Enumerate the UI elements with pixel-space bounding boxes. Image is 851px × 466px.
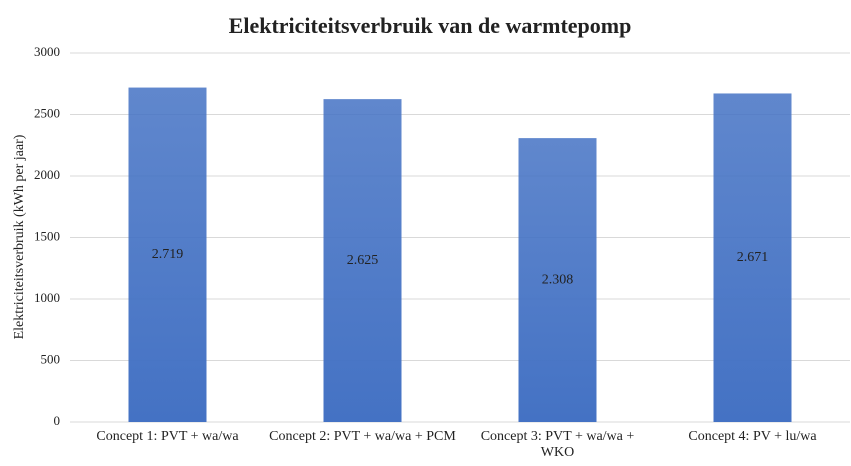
data-label: 2.308 (542, 272, 574, 287)
y-axis-label: Elektriciteitsverbruik (kWh per jaar) (12, 134, 27, 339)
data-label: 2.671 (737, 250, 769, 265)
y-tick-label: 1500 (34, 228, 60, 243)
chart-title: Elektriciteitsverbruik van de warmtepomp (229, 13, 632, 38)
x-tick-label: Concept 3: PVT + wa/wa + WKO (480, 429, 635, 460)
y-tick-label: 2000 (34, 167, 60, 182)
y-tick-label: 1000 (34, 290, 60, 305)
y-tick-label: 500 (41, 351, 61, 366)
y-tick-label: 2500 (34, 105, 60, 120)
data-label: 2.625 (347, 253, 379, 268)
bar (128, 87, 207, 423)
x-tick-label: Concept 4: PV + lu/wa (688, 429, 817, 444)
y-tick-label: 3000 (34, 44, 60, 59)
data-label: 2.719 (152, 247, 184, 262)
bar (713, 93, 792, 422)
y-tick-label: 0 (54, 413, 61, 428)
x-tick-label: Concept 1: PVT + wa/wa (96, 429, 239, 444)
bar (323, 99, 402, 422)
bar (518, 138, 597, 422)
x-tick-label: Concept 2: PVT + wa/wa + PCM (269, 429, 456, 444)
